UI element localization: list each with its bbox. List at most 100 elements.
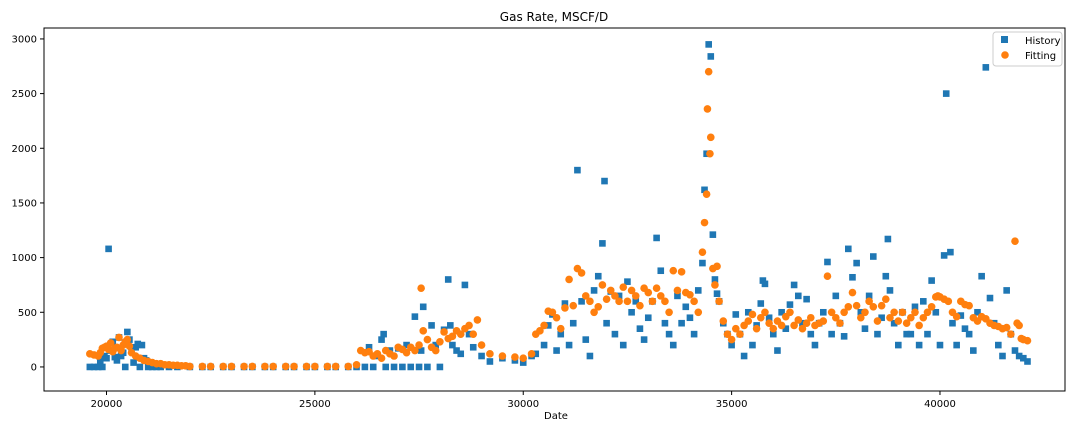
fitting-point xyxy=(1023,336,1032,345)
history-point xyxy=(105,245,112,253)
history-point xyxy=(403,341,410,349)
fitting-point xyxy=(519,354,528,363)
history-point xyxy=(138,341,146,349)
history-point xyxy=(915,341,923,349)
history-point xyxy=(870,253,877,260)
fitting-point xyxy=(898,308,907,317)
history-point xyxy=(986,294,994,302)
history-point xyxy=(553,347,560,354)
history-point xyxy=(594,272,602,280)
history-point xyxy=(886,287,894,294)
history-point xyxy=(865,292,873,300)
fitting-point xyxy=(417,284,425,293)
history-point xyxy=(361,363,369,371)
fitting-point xyxy=(861,308,869,317)
fitting-point xyxy=(952,312,961,321)
history-point xyxy=(961,325,969,332)
history-point xyxy=(444,276,452,283)
history-point xyxy=(701,186,708,194)
legend-label-history: History xyxy=(1025,36,1061,47)
history-point xyxy=(924,330,931,338)
history-point xyxy=(974,308,981,316)
y-tick-label: 1500 xyxy=(12,198,37,209)
history-point xyxy=(469,343,477,351)
history-point xyxy=(769,330,777,338)
history-point xyxy=(1015,352,1023,360)
fitting-point xyxy=(344,362,353,371)
fitting-point xyxy=(186,362,194,371)
fitting-point xyxy=(331,362,340,371)
fitting-point xyxy=(798,324,807,333)
fitting-point xyxy=(281,362,290,371)
history-point xyxy=(96,358,104,365)
history-point xyxy=(382,363,390,371)
fitting-point xyxy=(556,324,565,333)
fitting-point xyxy=(677,268,686,276)
fitting-point xyxy=(577,269,586,277)
fitting-point xyxy=(806,313,815,322)
history-point xyxy=(419,303,427,311)
fitting-point xyxy=(477,341,486,349)
history-point xyxy=(424,363,431,371)
fitting-point xyxy=(411,346,419,355)
y-tick-label: 3000 xyxy=(12,34,37,45)
fitting-point xyxy=(606,286,615,295)
history-point xyxy=(86,363,94,371)
history-point xyxy=(744,308,752,316)
fitting-point xyxy=(448,332,457,341)
fitting-point xyxy=(702,190,711,198)
fitting-point xyxy=(644,288,653,297)
fitting-point xyxy=(886,313,894,322)
fitting-point xyxy=(927,303,936,311)
history-point xyxy=(603,319,610,327)
fitting-point xyxy=(765,319,773,328)
history-point xyxy=(947,248,954,256)
history-point xyxy=(878,314,885,322)
legend-marker-history xyxy=(1001,36,1008,43)
history-point xyxy=(765,314,773,322)
history-point xyxy=(828,330,835,338)
history-point xyxy=(519,359,527,366)
fitting-point xyxy=(419,327,428,335)
y-tick-label: 500 xyxy=(18,308,37,319)
fitting-point xyxy=(1007,330,1015,338)
fitting-point xyxy=(206,362,215,371)
history-point xyxy=(709,231,717,238)
history-point xyxy=(686,314,694,322)
fitting-point xyxy=(569,301,578,310)
history-point xyxy=(790,281,798,289)
fitting-point xyxy=(652,284,661,293)
fitting-point xyxy=(602,295,611,303)
history-point xyxy=(957,312,965,319)
fitting-point xyxy=(623,297,632,306)
fitting-point xyxy=(790,321,798,330)
fitting-point xyxy=(748,310,757,319)
fitting-point xyxy=(665,308,673,317)
history-point xyxy=(407,363,415,371)
fitting-point xyxy=(611,292,619,300)
history-point xyxy=(94,363,102,371)
fitting-point xyxy=(698,248,707,256)
x-tick-label: 35000 xyxy=(716,399,748,410)
history-point xyxy=(786,301,794,308)
history-point xyxy=(461,281,469,289)
history-point xyxy=(144,363,152,371)
history-point xyxy=(90,363,98,371)
fitting-point xyxy=(548,308,557,317)
history-point xyxy=(999,352,1006,360)
history-point xyxy=(903,330,910,338)
legend: History Fitting xyxy=(992,31,1063,67)
fitting-point xyxy=(877,301,886,310)
history-point xyxy=(665,330,673,338)
history-point xyxy=(857,308,865,316)
history-point xyxy=(824,258,831,266)
fitting-point xyxy=(827,308,836,317)
fitting-point xyxy=(890,308,898,317)
history-point xyxy=(632,298,640,305)
history-point xyxy=(540,341,548,349)
fitting-point xyxy=(661,297,669,306)
fitting-point xyxy=(423,335,432,344)
fitting-point xyxy=(565,275,573,284)
fitting-point xyxy=(704,67,713,76)
history-point xyxy=(732,311,740,318)
